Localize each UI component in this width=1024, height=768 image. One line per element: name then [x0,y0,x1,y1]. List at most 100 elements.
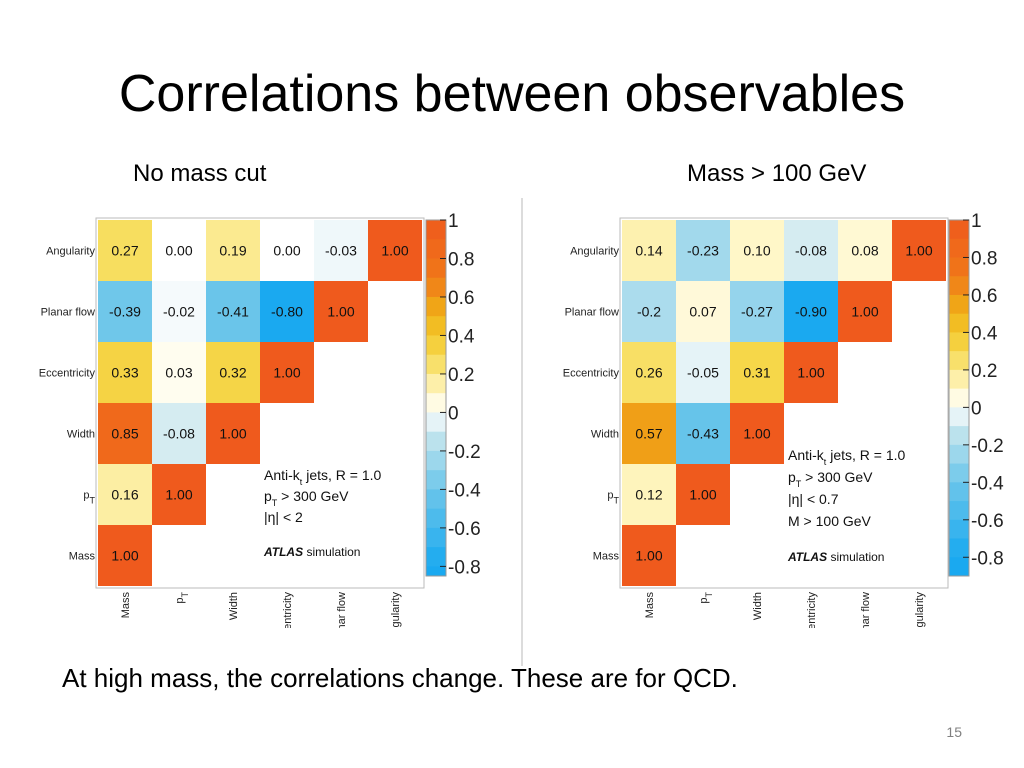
cell-value-label: 0.07 [689,304,716,320]
atlas-watermark: ATLAS simulation [263,545,360,559]
y-tick-label: Mass [593,551,620,563]
panel-divider [521,198,523,666]
slide-title: Correlations between observables [118,65,906,123]
colorbar-segment [949,463,969,483]
heatmap-cell [98,464,152,525]
y-tick-label: pT [83,490,95,506]
colorbar-segment [426,258,446,279]
colorbar-segment [949,294,969,315]
y-tick-label: Eccentricity [39,368,96,380]
colorbar-tick-label: 0 [971,398,982,419]
heatmap-cell [98,403,152,464]
colorbar-segment [949,444,969,465]
colorbar-tick-label: 0.8 [448,249,474,270]
heatmap-cell [314,220,368,281]
cell-value-label: -0.03 [325,243,357,259]
annotation-line: pT > 300 GeV [264,488,349,508]
cell-value-label: 0.00 [165,243,192,259]
colorbar-segment [949,407,969,427]
heatmap-cell [206,220,260,281]
x-tick-label: Angularity [914,592,926,628]
cell-value-label: 0.85 [111,426,138,442]
colorbar-segment [426,470,446,490]
heatmap-cell [206,281,260,342]
heatmap-cell [152,342,206,403]
colorbar-segment [949,351,969,371]
heatmap-cell [622,464,676,525]
x-tick-label: Width [228,592,240,620]
y-tick-label: Planar flow [565,307,619,319]
heatmap-cell [892,220,946,281]
y-tick-label: pT [607,490,619,506]
x-tick-label: pT [698,592,714,604]
y-tick-label: Mass [69,551,96,563]
heatmap-no-mass-cut: 0.27 0.00 0.19 0.00 -0.03 1.00 -0.39 -0.02 -0.41… [26,208,506,648]
heatmap-cell [206,403,260,464]
colorbar-segment [949,369,969,390]
x-tick-label: Mass [644,592,656,619]
cell-value-label: 1.00 [851,304,878,320]
heatmap-cell [676,281,730,342]
colorbar-tick-label: 1 [971,211,982,232]
cell-value-label: 1.00 [635,548,662,564]
cell-value-label: -0.39 [109,304,141,320]
heatmap-cell [622,342,676,403]
colorbar-segment [949,313,969,333]
cell-value-label: 0.16 [111,487,138,503]
annotation-line: |η| < 2 [264,509,303,525]
colorbar-tick-label: 0.6 [448,288,474,309]
colorbar-segment [949,557,969,577]
colorbar-tick-label: -0.8 [448,557,481,578]
cell-value-label: 0.00 [273,243,300,259]
colorbar-segment [426,335,446,356]
colorbar-segment [949,538,969,558]
heatmap-cell [260,342,314,403]
heatmap-mass-cut: 0.14 -0.23 0.10 -0.08 0.08 1.00 -0.2 0.07 -0.27 -… [544,208,1014,648]
colorbar-segment [426,489,446,510]
y-tick-label: Eccentricity [563,368,620,380]
cell-value-label: 1.00 [165,487,192,503]
colorbar-segment [426,412,446,433]
heatmap-svg: 0.14 -0.23 0.10 -0.08 0.08 1.00 -0.2 0.07 -0.27 -… [563,211,1004,648]
colorbar-tick-label: -0.2 [971,436,1004,457]
cell-value-label: 0.03 [165,365,192,381]
colorbar-tick-label: 0 [448,403,459,424]
y-tick-label: Planar flow [41,307,95,319]
heatmap-cell [98,525,152,586]
slide-caption: At high mass, the correlations change. T… [62,663,738,693]
heatmap-cell [98,342,152,403]
cell-value-label: -0.23 [687,243,719,259]
cell-value-label: -0.41 [217,304,249,320]
heatmap-cell [676,220,730,281]
cell-value-label: 0.27 [111,243,138,259]
colorbar-tick-label: 0.2 [971,361,997,382]
cell-value-label: -0.2 [637,304,661,320]
heatmap-cell [152,403,206,464]
cell-value-label: 1.00 [219,426,246,442]
cell-value-label: 0.19 [219,243,246,259]
colorbar-tick-label: -0.4 [448,480,481,501]
annotation-line: Anti-kt jets, R = 1.0 [788,447,906,467]
colorbar-tick-label: 0.8 [971,248,997,269]
cell-value-label: 0.31 [743,365,770,381]
colorbar-segment [426,277,446,298]
cell-value-label: 1.00 [689,487,716,503]
atlas-watermark: ATLAS simulation [787,550,884,564]
cell-value-label: -0.05 [687,365,719,381]
annotation-line: |η| < 0.7 [788,491,839,507]
cell-value-label: -0.08 [163,426,195,442]
heatmap-cell [260,281,314,342]
colorbar-segment [426,354,446,375]
heatmap-cell [368,220,422,281]
colorbar-tick-label: 0.2 [448,365,474,386]
colorbar-segment [949,519,969,540]
heatmap-cell [206,342,260,403]
colorbar-segment [426,508,446,529]
colorbar-tick-label: 1 [448,211,459,232]
cell-value-label: 1.00 [111,548,138,564]
heatmap-cell [260,220,314,281]
heatmap-cell [622,281,676,342]
heatmap-svg: 0.27 0.00 0.19 0.00 -0.03 1.00-0.39 -0.02 -0.41… [39,211,481,648]
heatmap-cell [676,342,730,403]
colorbar-segment [949,238,969,258]
